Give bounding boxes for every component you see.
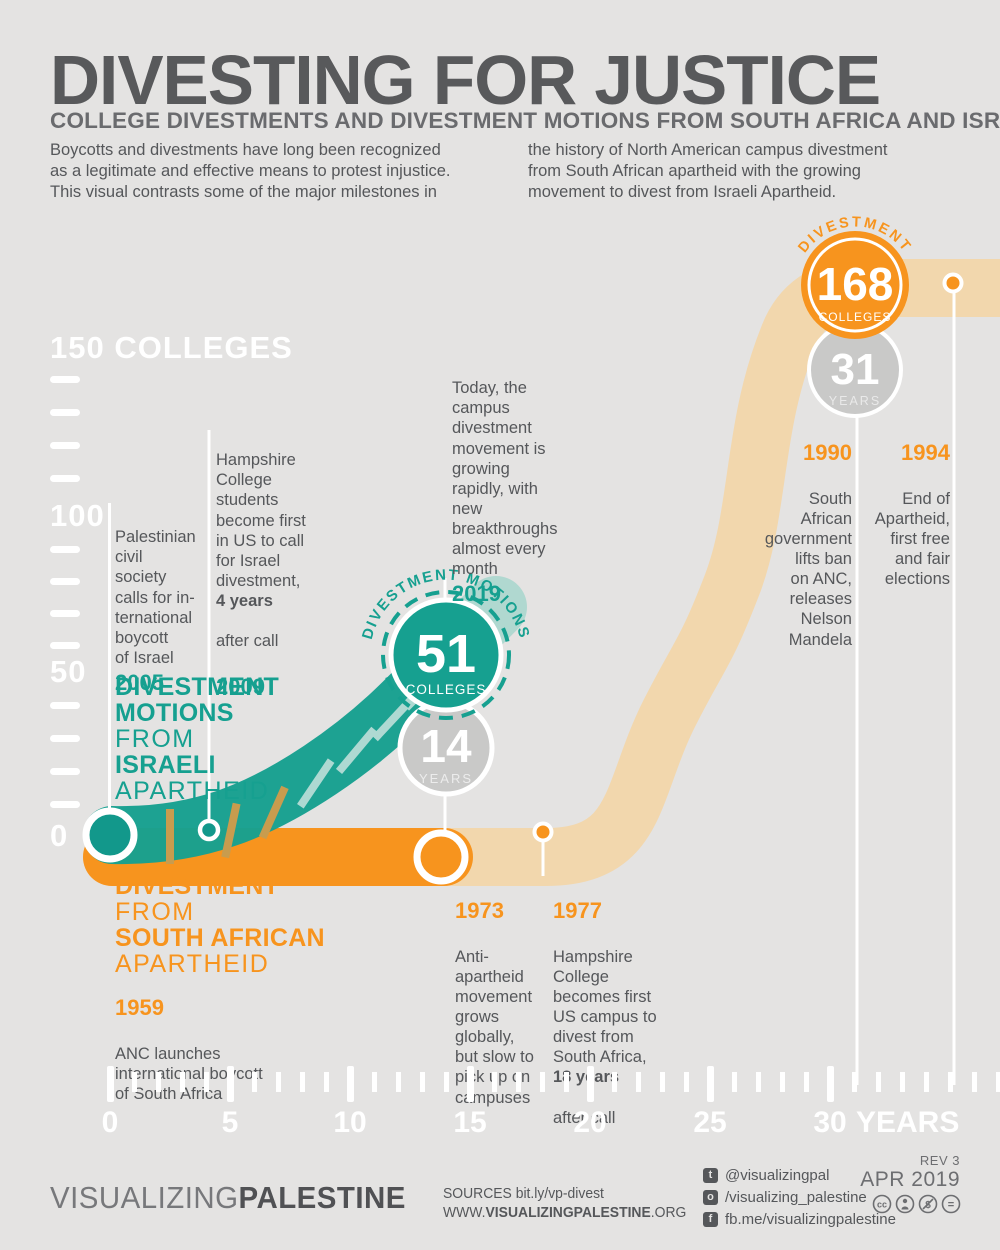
cc-license-icons: cc $ = (872, 1194, 961, 1214)
facebook-handle: fb.me/visualizingpalestine (725, 1211, 896, 1228)
y-axis-label-0: 0 (50, 818, 69, 853)
sa-colleges-unit: COLLEGES (819, 310, 892, 324)
svg-text:$: $ (925, 1200, 931, 1211)
event-1977-year: 1977 (553, 898, 602, 924)
event-1977-text: Hampshire College becomes first US campu… (553, 947, 657, 1067)
sa-years-circle: 31 YEARS (807, 322, 903, 418)
revision-block: REV 3 APR 2019 (800, 1153, 960, 1192)
x-axis-minor-ticks (108, 1072, 1000, 1092)
sources-link[interactable]: bit.ly/vp-divest (515, 1186, 604, 1202)
twitter-handle: @visualizingpal (725, 1167, 830, 1184)
event-1990: 1990 South African government lifts ban … (742, 420, 852, 650)
svg-text:cc: cc (877, 1200, 887, 1210)
sa-years-unit: YEARS (829, 394, 881, 408)
x-tick-30: 30 (813, 1106, 847, 1139)
event-2009-post: after call (216, 632, 279, 651)
brand-visualizing: VISUALIZING (50, 1180, 239, 1215)
event-1994: 1994 End of Apartheid, first free and fa… (840, 420, 950, 589)
event-1977-post: after call (553, 1108, 616, 1127)
intro-paragraph-left: Boycotts and divestments have long been … (50, 141, 451, 201)
x-tick-0: 0 (101, 1106, 119, 1139)
social-facebook[interactable]: f fb.me/visualizingpalestine (703, 1210, 896, 1229)
cc-icon (872, 1194, 892, 1214)
x-tick-25: 25 (693, 1106, 727, 1139)
instagram-icon: o (703, 1190, 718, 1205)
marker-2005-start (82, 807, 138, 863)
israel-years-unit: YEARS (419, 771, 473, 786)
event-2009-year: 2009 (216, 673, 265, 699)
social-instagram[interactable]: o /visualizing_palestine (703, 1188, 896, 1207)
instagram-handle: /visualizing_palestine (725, 1189, 867, 1206)
facebook-icon: f (703, 1212, 718, 1227)
twitter-icon: t (703, 1168, 718, 1183)
event-1990-year: 1990 (803, 440, 852, 466)
event-2009: Hampshire College students become first … (216, 430, 328, 720)
event-1994-text: End of Apartheid, first free and fair el… (874, 489, 950, 589)
y-axis-label-100: 100 (50, 498, 105, 533)
brand-palestine: PALESTINE (238, 1180, 406, 1215)
website-link[interactable]: WWW.VISUALIZINGPALESTINE.ORG (443, 1204, 687, 1221)
revision-date: APR 2019 (860, 1168, 960, 1191)
social-twitter[interactable]: t @visualizingpal (703, 1166, 896, 1185)
sa-years-value: 31 (831, 345, 880, 394)
y-axis-label-50: 50 (50, 654, 87, 689)
x-axis-unit-label: YEARS (856, 1106, 960, 1139)
non-commercial-icon (918, 1194, 938, 1214)
event-2009-text: Hampshire College students become first … (216, 451, 306, 590)
x-tick-10: 10 (333, 1106, 367, 1139)
page-title: DIVESTING FOR JUSTICE (50, 41, 881, 119)
sources-label: SOURCES (443, 1186, 512, 1202)
israel-years-circle: 14 YEARS (397, 699, 495, 797)
page-subtitle: COLLEGE DIVESTMENTS AND DIVESTMENT MOTIO… (50, 108, 1000, 133)
event-1973-year: 1973 (455, 898, 504, 924)
y-axis-top-label: 150 COLLEGES (50, 330, 293, 365)
social-links: t @visualizingpal o /visualizing_palesti… (703, 1166, 896, 1232)
marker-2009 (197, 818, 221, 842)
israel-years-value: 14 (420, 720, 472, 772)
revision-label: REV 3 (919, 1153, 960, 1168)
event-2019-text: Today, the campus divestment movement is… (452, 379, 558, 579)
attribution-icon (895, 1194, 915, 1214)
event-2019-year: 2019 (452, 581, 501, 607)
event-2009-bold: 4 years (216, 592, 273, 610)
x-tick-5: 5 (221, 1106, 239, 1139)
event-1990-text: South African government lifts ban on AN… (764, 489, 852, 649)
intro-paragraph-right: the history of North American campus div… (528, 141, 888, 201)
event-1994-year: 1994 (901, 440, 950, 466)
brand-logo: VISUALIZINGPALESTINE (50, 1180, 406, 1216)
sa-band-faded (83, 259, 1000, 886)
israel-colleges-unit: COLLEGES (406, 682, 487, 697)
svg-text:=: = (948, 1199, 954, 1211)
event-2005: Palestinian civil society calls for in- … (115, 507, 215, 717)
marker-1973 (413, 829, 469, 885)
marker-1994 (942, 272, 964, 294)
sa-colleges-value: 168 (817, 258, 894, 310)
israel-colleges-value: 51 (416, 624, 476, 684)
sources-block: SOURCES bit.ly/vp-divest WWW.VISUALIZING… (443, 1185, 686, 1223)
israel-series-label: DIVESTMENT MOTIONS FROM ISRAELI APARTHEI… (115, 673, 280, 805)
event-2005-year: 2005 (115, 670, 164, 695)
event-2019: Today, the campus divestment movement is… (452, 358, 572, 628)
event-1959-year: 1959 (115, 995, 164, 1021)
x-tick-20: 20 (573, 1106, 607, 1139)
event-2005-text: Palestinian civil society calls for in- … (115, 528, 196, 667)
sa-series-label: DIVESTMENT FROM SOUTH AFRICAN APARTHEID (115, 872, 325, 978)
x-tick-15: 15 (453, 1106, 487, 1139)
marker-1977 (532, 821, 554, 843)
no-derivatives-icon (941, 1194, 961, 1214)
